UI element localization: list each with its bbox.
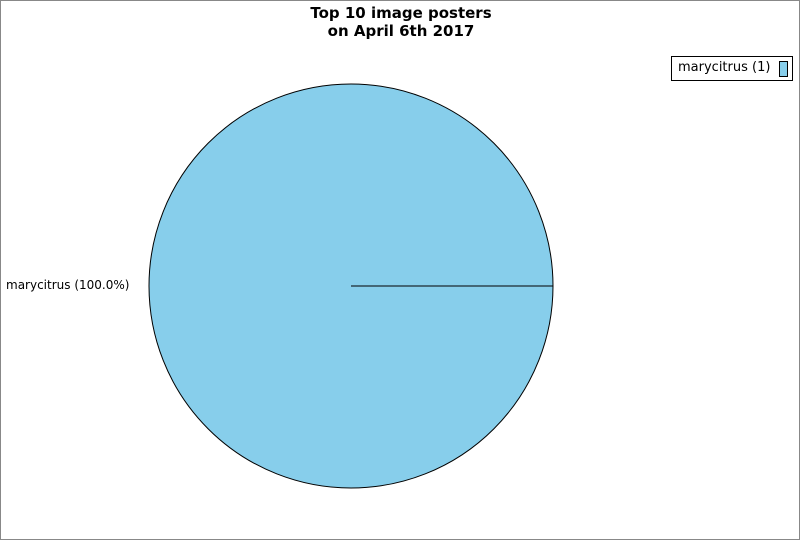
slice-label-marycitrus: marycitrus (100.0%) (6, 278, 130, 292)
chart-title-line-1: Top 10 image posters (310, 4, 492, 22)
legend-swatch-marycitrus (779, 61, 788, 77)
chart-title-line-2: on April 6th 2017 (327, 22, 475, 40)
legend: marycitrus (1) (671, 56, 793, 81)
chart-title: Top 10 image posters on April 6th 2017 (1, 4, 799, 40)
legend-label-marycitrus: marycitrus (1) (678, 60, 771, 75)
